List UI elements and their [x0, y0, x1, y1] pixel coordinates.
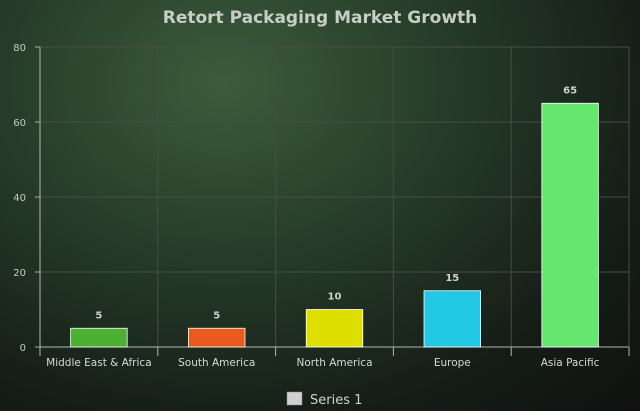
x-tick-label: North America — [296, 357, 372, 369]
y-tick-label: 80 — [13, 43, 26, 54]
bars — [70, 102, 599, 348]
grid-lines — [40, 46, 630, 347]
x-axis-labels: Middle East & Africa South America North A… — [46, 357, 600, 369]
legend-swatch-series-1[interactable] — [286, 391, 303, 406]
bar[interactable] — [70, 327, 128, 348]
legend[interactable]: Series 1 — [286, 391, 362, 408]
y-tick-label: 0 — [20, 343, 26, 354]
data-label: 5 — [95, 310, 102, 321]
data-labels: 5 5 10 15 65 — [95, 85, 577, 321]
bar[interactable] — [188, 327, 246, 348]
x-tick-label: Europe — [434, 357, 471, 369]
data-label: 10 — [328, 292, 342, 303]
legend-label-series-1[interactable]: Series 1 — [310, 393, 362, 408]
x-tick-label: South America — [178, 357, 255, 369]
x-tick-label: Middle East & Africa — [46, 357, 152, 369]
y-tick-label: 40 — [13, 193, 26, 204]
y-axis-ticks: 0 20 40 60 80 — [13, 43, 40, 354]
y-tick-label: 60 — [13, 118, 26, 129]
x-tick-label: Asia Pacific — [541, 357, 600, 369]
bar[interactable] — [423, 290, 481, 348]
chart-title: Retort Packaging Market Growth — [163, 8, 478, 28]
y-tick-label: 20 — [13, 268, 26, 279]
bar[interactable] — [541, 102, 599, 348]
data-label: 15 — [445, 273, 459, 284]
data-label: 5 — [213, 310, 220, 321]
data-label: 65 — [563, 85, 577, 96]
bar[interactable] — [305, 309, 364, 348]
